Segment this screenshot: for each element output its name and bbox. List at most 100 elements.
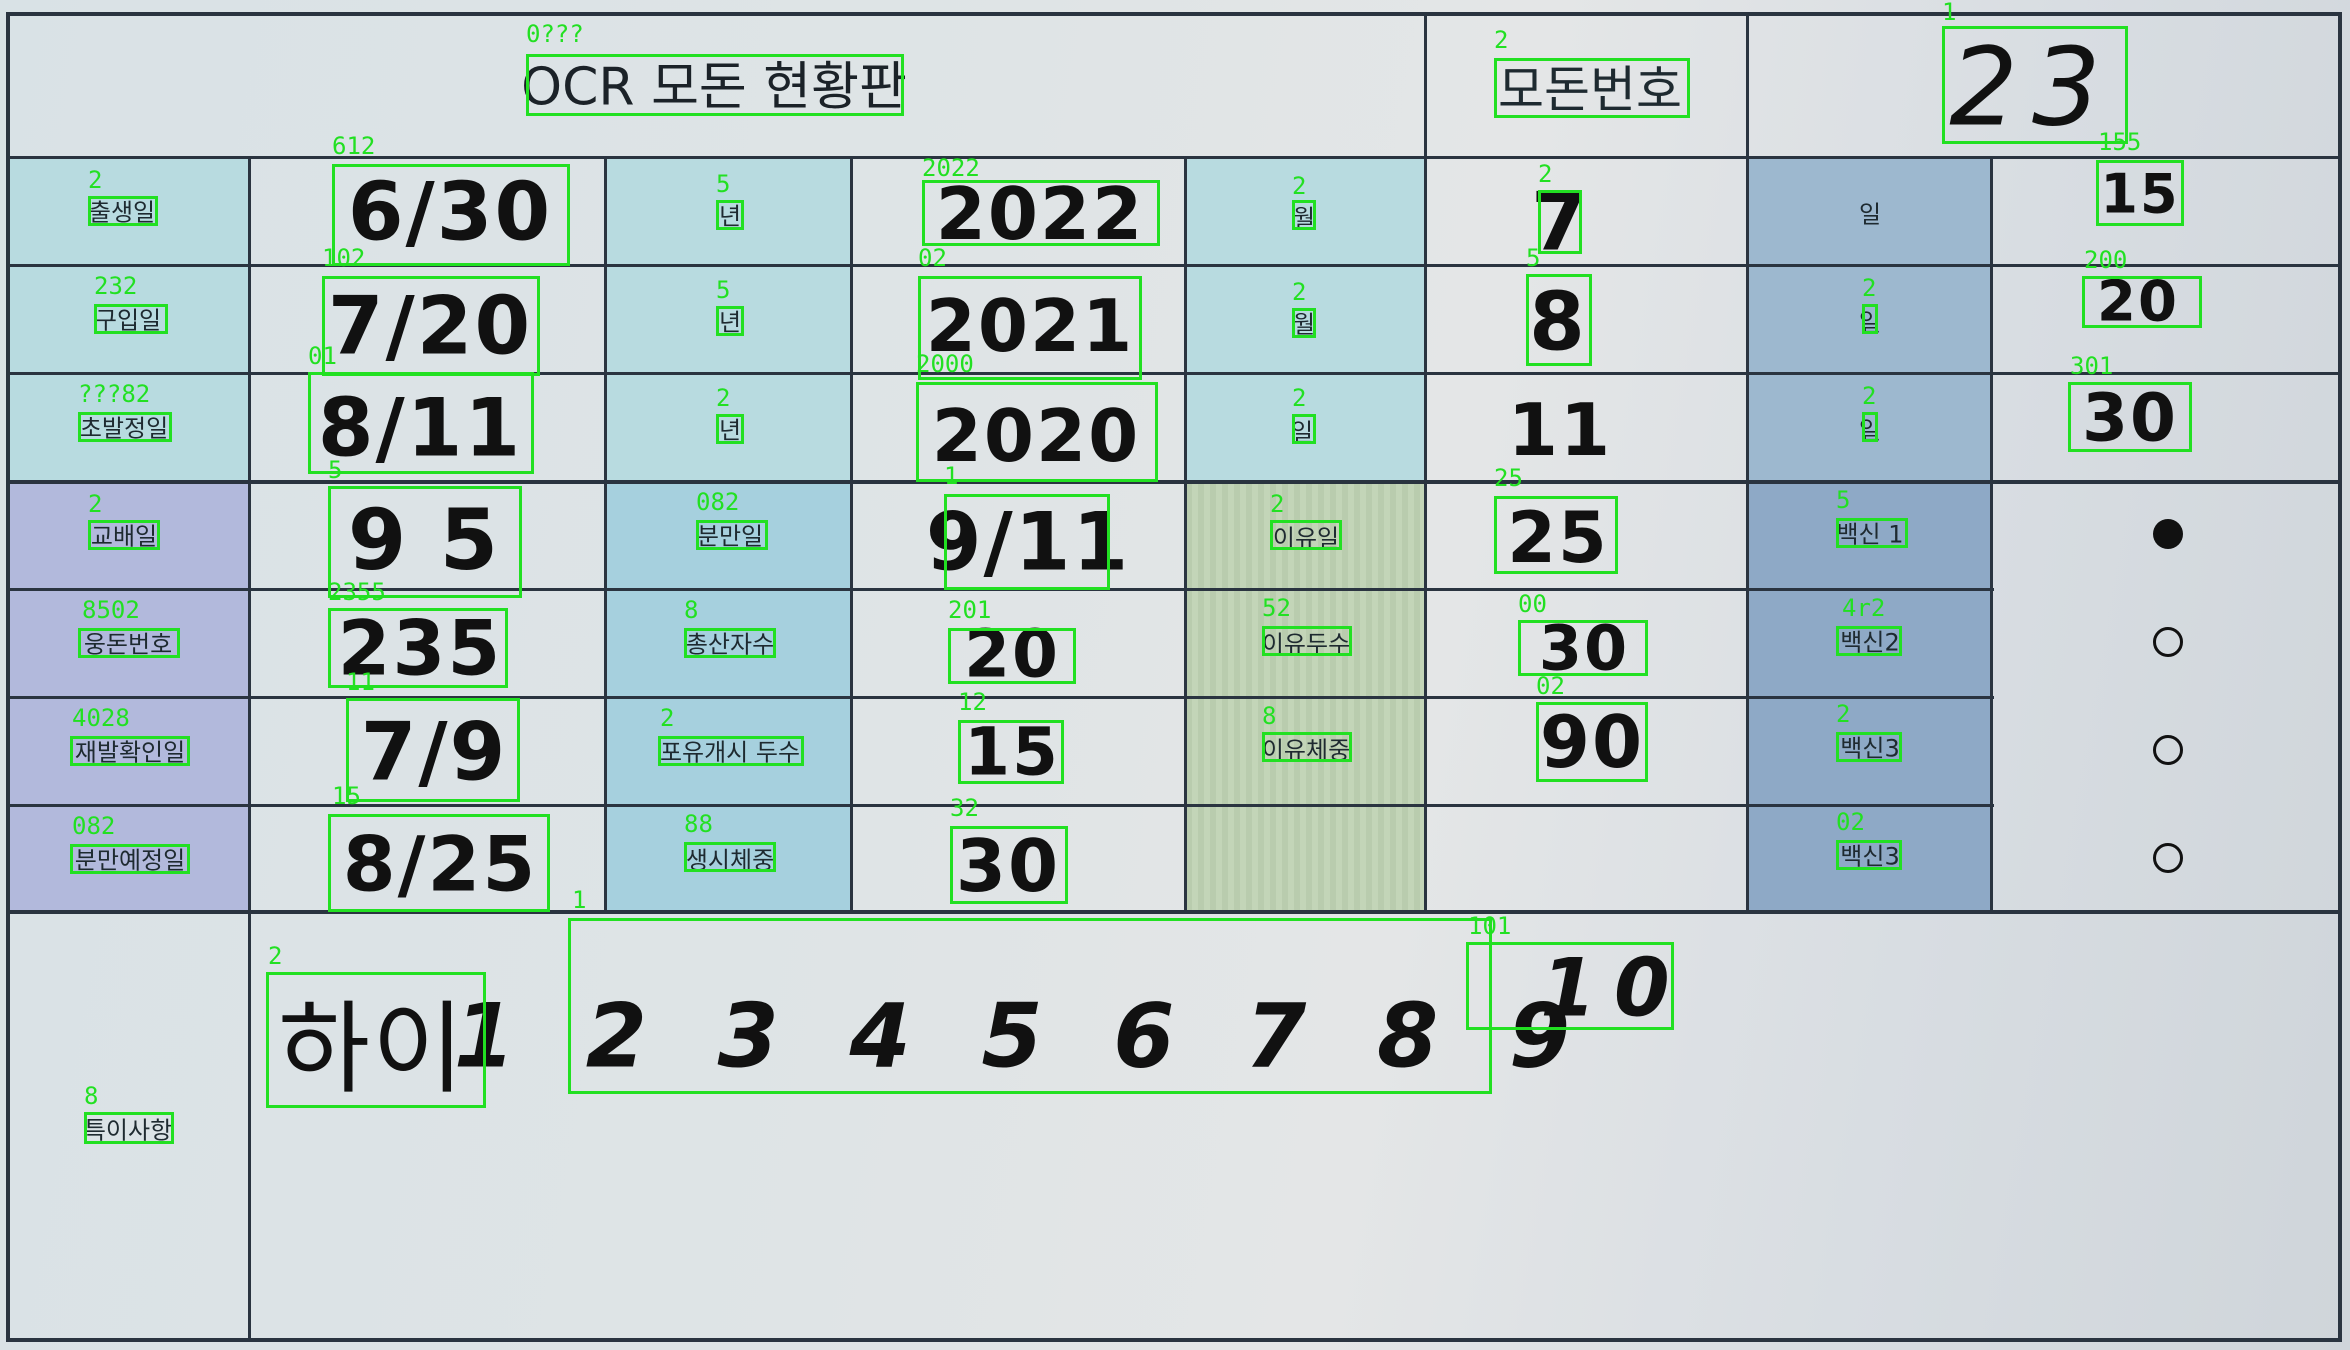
- weaned-count-value: 30: [1538, 611, 1630, 685]
- ocr-box: [78, 412, 172, 442]
- vaccine-3b-checkbox[interactable]: [2153, 843, 2183, 873]
- ocr-box: [1262, 626, 1352, 656]
- ocr-tag: 1: [572, 886, 587, 914]
- ocr-box: [1518, 620, 1648, 676]
- grid-line: [6, 480, 2342, 484]
- ocr-box: [322, 276, 540, 376]
- purchase-date-value: 7/20: [327, 279, 533, 373]
- ocr-box: [94, 304, 168, 334]
- grid-line: [1746, 12, 1749, 912]
- ocr-box: [1862, 304, 1878, 334]
- month-label-bg: [1186, 158, 1426, 480]
- year-label-bg: [606, 158, 852, 480]
- wean-weight-value: 90: [1539, 700, 1645, 784]
- ocr-tag: 02: [1536, 672, 1565, 700]
- ocr-tag: 12: [958, 688, 987, 716]
- boar-number-label: 웅돈번호: [83, 630, 173, 659]
- remarks-number-sequence: 1 2 3 4 5 6 7 8 9: [453, 984, 1591, 1088]
- ocr-box: [1836, 840, 1902, 870]
- grid-line: [6, 696, 1994, 699]
- vaccine-1-checkbox[interactable]: [2153, 519, 2183, 549]
- vaccine-3a-checkbox[interactable]: [2153, 735, 2183, 765]
- ocr-tag: 2: [1862, 382, 1877, 410]
- ocr-box: [1942, 26, 2128, 144]
- ocr-box: [2096, 160, 2184, 226]
- year-label-1: 년: [718, 202, 742, 231]
- wean-date-value: 25: [1507, 497, 1609, 579]
- ocr-tag: 2: [1862, 274, 1877, 302]
- mating-date-label: 교배일: [90, 522, 158, 551]
- grid-line: [6, 804, 1994, 807]
- ocr-box: [716, 306, 744, 336]
- ocr-box: [88, 196, 158, 226]
- boar-number-value: 235: [337, 603, 503, 693]
- vaccine-2-checkbox[interactable]: [2153, 627, 2183, 657]
- ocr-tag: 01: [308, 342, 337, 370]
- grid-line: [1424, 12, 1427, 912]
- purchase-month-value: 8: [1529, 275, 1587, 369]
- ocr-tag: 8: [1262, 702, 1277, 730]
- ocr-box: [918, 276, 1142, 380]
- ocr-box: [1292, 200, 1316, 230]
- ocr-tag: 5: [328, 456, 343, 484]
- ocr-box: [70, 844, 190, 874]
- modon-number-label: 모돈번호: [1498, 61, 1682, 119]
- ocr-box: [526, 54, 904, 116]
- ocr-box: [1262, 732, 1352, 762]
- ocr-tag: 082: [72, 812, 116, 840]
- modon-number-value: 23: [1949, 25, 2115, 151]
- grid-line: [1990, 156, 1993, 912]
- ocr-tag: 8502: [82, 596, 140, 624]
- ocr-tag: 232: [94, 272, 138, 300]
- grid-line: [1184, 156, 1187, 912]
- ocr-box: [958, 720, 1064, 784]
- ocr-tag: 082: [696, 488, 740, 516]
- ocr-box: [346, 698, 520, 802]
- ocr-box: [658, 736, 804, 766]
- ocr-tag: 102: [322, 244, 366, 272]
- ocr-tag: 8: [84, 1082, 99, 1110]
- ocr-tag: 88: [684, 810, 713, 838]
- ocr-tag: 101: [1468, 912, 1512, 940]
- remarks-label: 특이사항: [83, 1116, 173, 1145]
- recheck-date-value: 7/9: [360, 705, 508, 799]
- ocr-tag: 2: [1292, 384, 1307, 412]
- ocr-tag: 25: [1494, 464, 1523, 492]
- ocr-tag: 2: [1836, 700, 1851, 728]
- mating-date-value: 9 5: [347, 491, 501, 589]
- suckling-start-label: 포유개시 두수: [659, 738, 801, 767]
- day-label-r1: 일: [1858, 200, 1882, 229]
- ocr-box: [696, 520, 768, 550]
- vaccine-3a-label: 백신3: [1840, 734, 1900, 763]
- ocr-tag: 201: [948, 596, 992, 624]
- remarks-handwritten-text: 하이: [278, 990, 466, 1108]
- ocr-tag: ???82: [78, 380, 151, 408]
- ocr-tag: 5: [716, 170, 731, 198]
- ocr-tag: 2: [1292, 172, 1307, 200]
- ocr-box: [1270, 520, 1342, 550]
- ocr-box: [684, 628, 776, 658]
- ocr-box: [1526, 274, 1592, 366]
- grid-line: [6, 372, 2342, 375]
- grid-line: [604, 156, 607, 912]
- ocr-box: [1292, 308, 1316, 338]
- grid-line: [248, 156, 251, 1342]
- month-label-2: 월: [1292, 310, 1316, 339]
- first-estrus-year-value: 2020: [931, 394, 1141, 478]
- ocr-box: [944, 494, 1110, 590]
- ocr-tag: 5: [1836, 486, 1851, 514]
- ocr-box: [1836, 626, 1902, 656]
- ocr-box: [78, 628, 180, 658]
- ocr-tag: 02: [1836, 808, 1865, 836]
- ocr-tag: 2: [1494, 26, 1509, 54]
- ocr-box: [328, 814, 550, 912]
- ocr-tag: 2: [1292, 278, 1307, 306]
- total-born-label: 총산자수: [685, 630, 775, 659]
- ocr-tag: 00: [1518, 590, 1547, 618]
- left-label-bg-top: [10, 158, 250, 480]
- ocr-tag: 2: [1270, 490, 1285, 518]
- ocr-box: [916, 382, 1158, 482]
- birth-year-value: 2022: [935, 172, 1145, 256]
- purchase-year-value: 2021: [925, 284, 1135, 368]
